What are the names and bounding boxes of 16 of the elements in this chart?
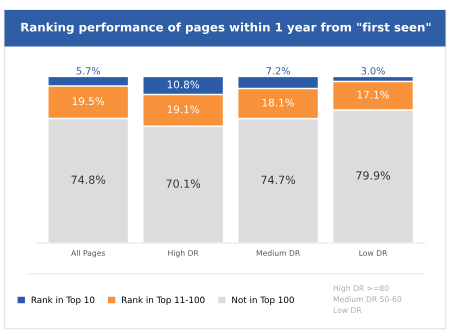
legend-label: Rank in Top 11-100 <box>122 296 205 305</box>
data-label: 5.7% <box>76 67 100 75</box>
data-label: 74.8% <box>71 176 106 184</box>
data-label: 70.1% <box>166 179 200 188</box>
data-label: 74.7% <box>261 176 296 184</box>
data-label: 10.8% <box>168 80 200 88</box>
legend-label: Not in Top 100 <box>232 296 294 305</box>
data-label: 7.2% <box>266 67 290 75</box>
data-label: 18.1% <box>262 98 294 106</box>
data-label: 17.1% <box>358 90 390 99</box>
data-label: 3.0% <box>361 67 385 75</box>
chart-title: Ranking performance of pages within 1 year from "first seen" <box>21 22 430 34</box>
data-label: 19.5% <box>72 97 104 106</box>
data-label: 19.1% <box>168 105 200 114</box>
legend-label: Rank in Top 10 <box>32 296 94 305</box>
data-label: 79.9% <box>356 171 390 180</box>
